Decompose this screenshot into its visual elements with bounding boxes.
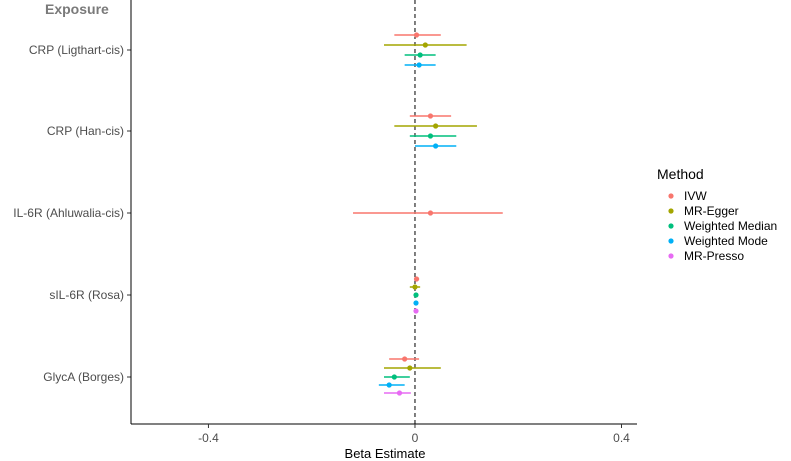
point-estimate xyxy=(416,62,422,68)
legend-label: Weighted Median xyxy=(684,219,777,233)
point-estimate xyxy=(413,292,419,298)
x-axis-title: Beta Estimate xyxy=(345,446,426,461)
x-tick-label: -0.4 xyxy=(198,431,219,445)
x-ticks: -0.4 0 0.4 xyxy=(198,424,630,445)
point-estimate xyxy=(412,284,418,290)
legend-key xyxy=(668,253,674,259)
point-estimate xyxy=(427,133,434,139)
point-estimate xyxy=(422,42,428,48)
legend-label: Weighted Mode xyxy=(684,234,768,248)
point-estimate xyxy=(413,308,419,314)
point-estimate xyxy=(433,123,439,129)
panel-title: Exposure xyxy=(45,1,109,17)
series-mr-egger xyxy=(384,42,477,371)
category-labels: CRP (Ligthart-cis) CRP (Han-cis) IL-6R (Ah… xyxy=(13,43,131,384)
point-estimate xyxy=(396,390,403,396)
point-estimate xyxy=(386,382,392,388)
category-label: IL-6R (Ahluwalia-cis) xyxy=(13,206,124,220)
series-weighted-median xyxy=(384,52,457,380)
point-estimate xyxy=(407,365,413,371)
point-estimate xyxy=(417,52,423,58)
plot-area xyxy=(130,0,637,425)
point-estimate xyxy=(413,32,420,38)
legend-key xyxy=(668,238,674,244)
category-label: sIL-6R (Rosa) xyxy=(49,288,124,302)
series-mr-presso xyxy=(384,308,419,396)
legend-label: IVW xyxy=(684,189,707,203)
point-estimate xyxy=(427,210,434,216)
point-estimate xyxy=(391,374,397,380)
series-ivw xyxy=(353,32,503,362)
legend-key xyxy=(668,208,674,214)
legend-label: MR-Presso xyxy=(684,249,744,263)
series-layer xyxy=(353,32,503,396)
category-label: CRP (Ligthart-cis) xyxy=(29,43,124,57)
point-estimate xyxy=(433,143,439,149)
category-label: GlycA (Borges) xyxy=(43,370,124,384)
legend-label: MR-Egger xyxy=(684,204,739,218)
series-weighted-mode xyxy=(378,62,457,388)
x-tick-label: 0 xyxy=(412,431,419,445)
legend-key xyxy=(668,223,674,229)
point-estimate xyxy=(413,300,419,306)
point-estimate xyxy=(402,356,408,362)
x-tick-label: 0.4 xyxy=(613,431,630,445)
point-estimate xyxy=(413,276,420,282)
legend-title: Method xyxy=(657,166,704,182)
category-label: CRP (Han-cis) xyxy=(47,124,124,138)
point-estimate xyxy=(427,113,434,119)
legend-key xyxy=(668,193,674,199)
